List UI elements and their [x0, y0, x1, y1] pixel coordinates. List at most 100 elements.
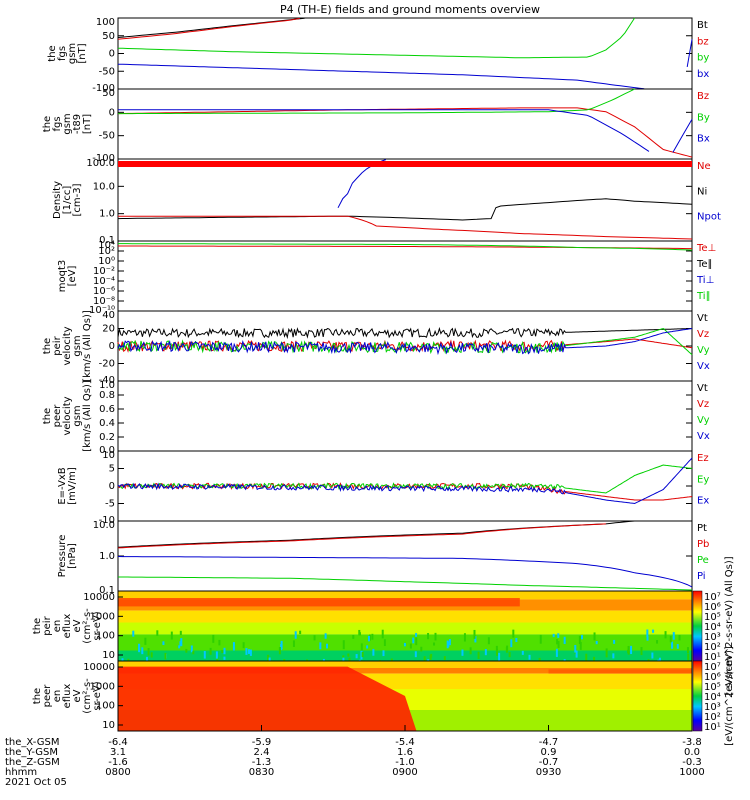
y-axis-label: Density: [52, 181, 63, 219]
orbit-value: 0830: [249, 767, 274, 778]
y-tick-label: -100: [92, 153, 115, 164]
orbit-value: 1000: [679, 767, 704, 778]
flux-speckle: [496, 649, 499, 656]
flux-speckle: [640, 647, 643, 656]
flux-speckle: [420, 646, 423, 652]
legend-Bt: Bt: [697, 20, 708, 31]
colorbar-label: [eV/(cm^2-s-sr-eV)]: [724, 646, 735, 746]
flux-speckle: [563, 636, 566, 644]
legend-Ni: Ni: [697, 186, 707, 197]
series-Ti: [118, 243, 693, 251]
y-tick-label: 10.0: [93, 181, 115, 192]
colorbar-tick-label: 10³: [704, 702, 721, 713]
quality-flag-bar: [118, 161, 692, 167]
flux-speckle: [164, 652, 167, 660]
orbit-value: 3.1: [110, 747, 126, 758]
y-tick-label: 10⁻²: [93, 266, 115, 277]
y-axis-label: peir: [42, 615, 53, 635]
flux-speckle: [212, 634, 215, 643]
flux-speckle: [656, 640, 659, 644]
legend-Npot: Npot: [697, 212, 721, 223]
legend-Vt: Vt: [697, 313, 708, 324]
flux-speckle: [415, 637, 418, 646]
y-axis-label: [cm-3]: [72, 183, 83, 216]
flux-speckle: [347, 653, 350, 657]
y-tick-label: 10⁻⁴: [93, 276, 115, 287]
colorbar: [692, 660, 703, 732]
colorbar-tick-label: 10⁵: [704, 682, 721, 693]
y-tick-label: 10: [102, 450, 115, 461]
colorbar-tick-label: 10³: [704, 632, 721, 643]
flux-speckle: [218, 639, 221, 646]
flux-speckle: [178, 645, 181, 649]
flux-speckle: [242, 642, 245, 649]
flux-speckle: [381, 629, 384, 639]
colorbar-tick-label: 10²: [704, 712, 721, 723]
y-tick-label: 0: [109, 49, 115, 60]
flux-speckle: [409, 643, 412, 649]
series-Bx: [118, 109, 650, 152]
date-label: 2021 Oct 05: [5, 777, 67, 788]
flux-speckle: [203, 651, 206, 659]
legend-Vx: Vx: [697, 431, 710, 442]
panel-frame: [117, 88, 693, 160]
y-tick-label: 1.0: [99, 551, 115, 562]
flux-speckle: [676, 644, 679, 649]
colorbar-tick-label: 10¹: [704, 652, 721, 663]
legend-Vx: Vx: [697, 361, 710, 372]
legend-Bz: Bz: [697, 91, 709, 102]
legend-by: by: [697, 53, 709, 64]
y-tick-label: 5: [109, 464, 115, 475]
y-axis-label: (cm²-s-: [82, 678, 93, 714]
y-axis-label: gsm: [67, 43, 78, 64]
flux-speckle: [461, 649, 464, 656]
orbit-value: 1.6: [397, 747, 413, 758]
flux-speckle: [313, 635, 316, 641]
y-axis-label: [mV/m]: [67, 467, 78, 505]
y-axis-label: [nPa]: [67, 543, 78, 569]
legend-Vz: Vz: [697, 399, 709, 410]
flux-speckle: [605, 648, 608, 658]
flux-speckle: [267, 654, 270, 664]
flux-speckle: [170, 631, 173, 640]
series-by: [117, 17, 636, 59]
y-tick-label: 50: [102, 31, 115, 42]
panel-peir-velocity: 40 20 0 -20 -40 the peir velocity gsm [km/s (All …: [42, 310, 710, 386]
y-axis-label: velocity: [62, 396, 73, 435]
y-tick-label: 10⁻⁸: [93, 296, 115, 307]
y-axis-label: peer: [42, 684, 53, 708]
y-axis-label: [nT]: [77, 43, 88, 63]
flux-speckle: [156, 630, 159, 636]
flux-speckle: [469, 647, 472, 655]
series-Vx: [117, 328, 693, 356]
flux-speckle: [352, 634, 355, 639]
flux-speckle: [434, 632, 437, 641]
flux-speckle: [415, 633, 418, 637]
flux-speckle: [593, 656, 596, 662]
legend-Pb: Pb: [697, 539, 709, 550]
plot-title: P4 (TH-E) fields and ground moments over…: [280, 3, 540, 16]
flux-speckle: [686, 647, 689, 654]
flux-speckle: [678, 634, 681, 641]
legend-Ez: Ez: [697, 453, 709, 464]
flux-speckle: [209, 647, 212, 655]
panel-pressure: 10.0 1.0 0.1 Pressure [nPa] Pt Pb Pe Pi: [57, 520, 709, 596]
flux-speckle: [651, 652, 654, 659]
orbit-row-label: the_Z-GSM: [5, 757, 60, 768]
y-axis-label: -t89: [72, 114, 83, 134]
spectrogram-band: [118, 591, 692, 600]
flux-speckle: [630, 645, 633, 655]
flux-speckle: [506, 645, 509, 652]
flux-speckle: [575, 650, 578, 658]
panel-density: 100.0 10.0 1.0 0.1 Density [1/cc] [cm-3] Ne Ni Np…: [52, 158, 721, 246]
legend-By: By: [697, 112, 710, 123]
y-axis-label: [1/cc]: [62, 186, 73, 215]
y-tick-label: 1.0: [99, 209, 115, 220]
y-tick-label: 100: [96, 701, 115, 712]
y-tick-label: 10⁻⁶: [93, 286, 115, 297]
series-By: [118, 88, 635, 115]
y-tick-label: 10⁰: [98, 256, 115, 267]
orbit-value: -4.7: [539, 737, 559, 748]
